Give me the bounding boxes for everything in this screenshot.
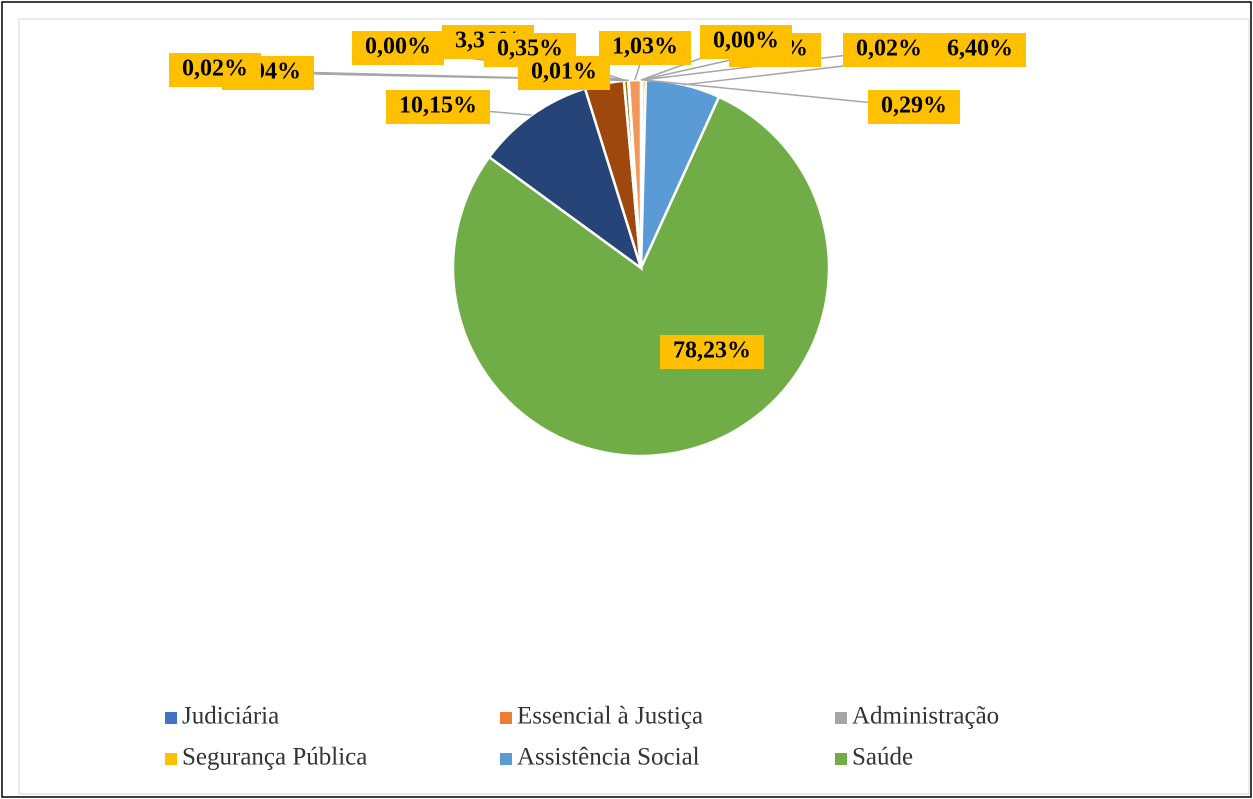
data-label-box [169,53,261,87]
data-label-box [599,31,691,65]
legend-label: Judiciária [182,703,279,730]
data-label: 0,29% [881,93,947,119]
data-label-box [386,90,490,124]
data-label-box [518,56,610,90]
data-label-box [660,335,764,369]
data-label-box [700,25,792,59]
data-label: 10,15% [399,93,477,119]
data-label-box [843,33,935,67]
data-label: 0,02% [856,36,922,62]
data-label-box [868,90,960,124]
data-label-box [352,31,444,65]
legend-swatch [165,753,177,765]
legend-swatch [835,753,847,765]
legend-swatch [835,712,847,724]
legend-label: Assistência Social [517,744,700,771]
data-label: 0,00% [713,28,779,54]
legend-swatch [500,712,512,724]
data-label: 0,01% [531,59,597,85]
data-label: 6,40% [947,36,1013,62]
data-label: 0,02% [182,56,248,82]
legend-label: Administração [852,703,999,730]
data-label: 0,00% [365,34,431,60]
legend-label: Saúde [852,744,913,771]
legend-label: Essencial à Justiça [517,703,703,730]
data-label: 78,23% [673,338,751,364]
legend-swatch [165,712,177,724]
legend-swatch [500,753,512,765]
plot-border [18,18,1250,795]
data-label: 1,03% [612,34,678,60]
data-label-box [934,33,1026,67]
pie-slice [487,86,644,272]
legend-label: Segurança Pública [182,744,367,771]
